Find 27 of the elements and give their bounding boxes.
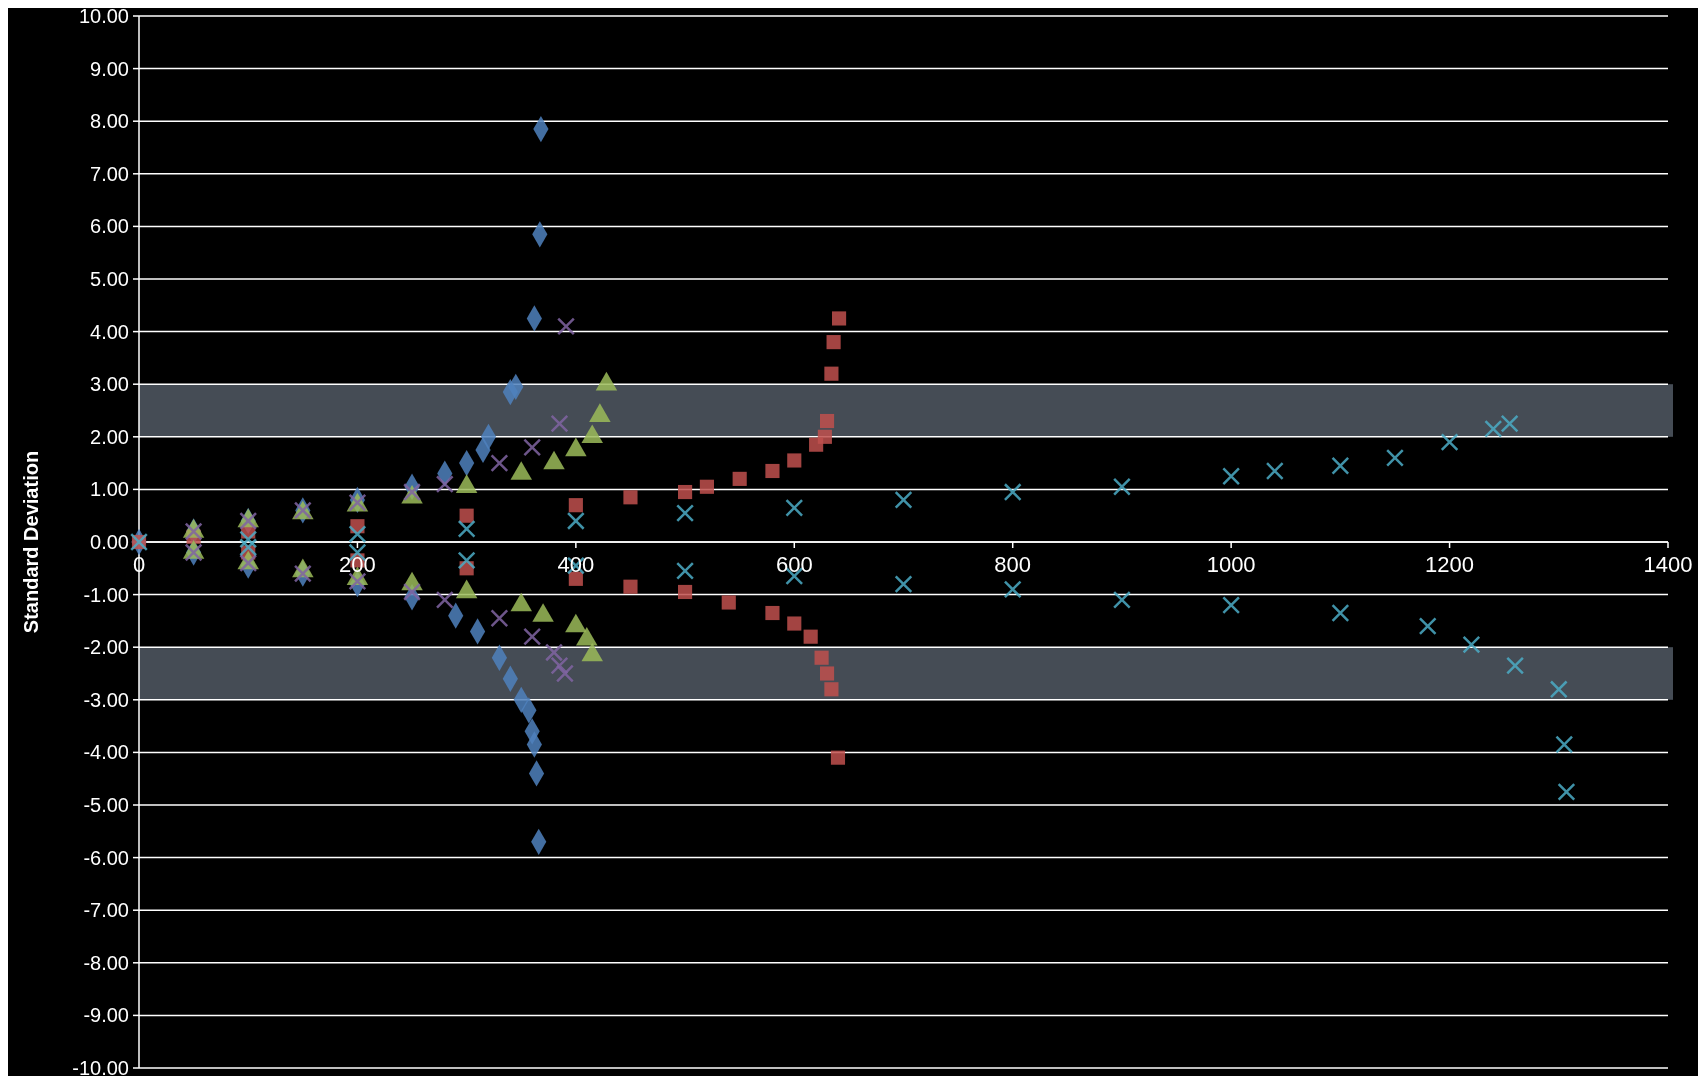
y-tick-label: -8.00 <box>83 951 129 974</box>
y-tick-label: -7.00 <box>83 899 129 922</box>
y-tick-label: 10.00 <box>78 5 129 27</box>
y-tick-label: -2.00 <box>83 636 129 659</box>
y-tick-label: 4.00 <box>90 320 129 343</box>
y-tick-label: 6.00 <box>90 215 129 238</box>
x-tick-label: 600 <box>775 552 813 577</box>
x-tick-label: 800 <box>994 552 1032 577</box>
y-tick-label: -4.00 <box>83 741 129 764</box>
x-tick-label: 1400 <box>1643 552 1693 577</box>
x-tick-label: 1200 <box>1425 552 1475 577</box>
y-axis-title: Standard Deviation <box>20 450 42 634</box>
y-tick-label: -5.00 <box>83 794 129 816</box>
y-tick-label: 2.00 <box>90 425 129 448</box>
y-tick-label: -10.00 <box>72 1057 129 1079</box>
y-tick-label: 0.00 <box>90 531 129 553</box>
y-tick-label: -3.00 <box>83 688 129 711</box>
y-tick-label: -1.00 <box>83 583 129 606</box>
y-tick-label: 1.00 <box>90 478 129 501</box>
y-tick-label: 5.00 <box>90 268 129 290</box>
y-tick-label: 3.00 <box>90 373 129 396</box>
y-tick-label: -9.00 <box>83 1004 129 1027</box>
y-tick-label: -6.00 <box>83 846 129 869</box>
y-tick-label: 9.00 <box>90 57 129 80</box>
y-tick-label: 7.00 <box>90 162 129 185</box>
x-tick-label: 1000 <box>1206 552 1256 577</box>
y-tick-label: 8.00 <box>90 110 129 133</box>
